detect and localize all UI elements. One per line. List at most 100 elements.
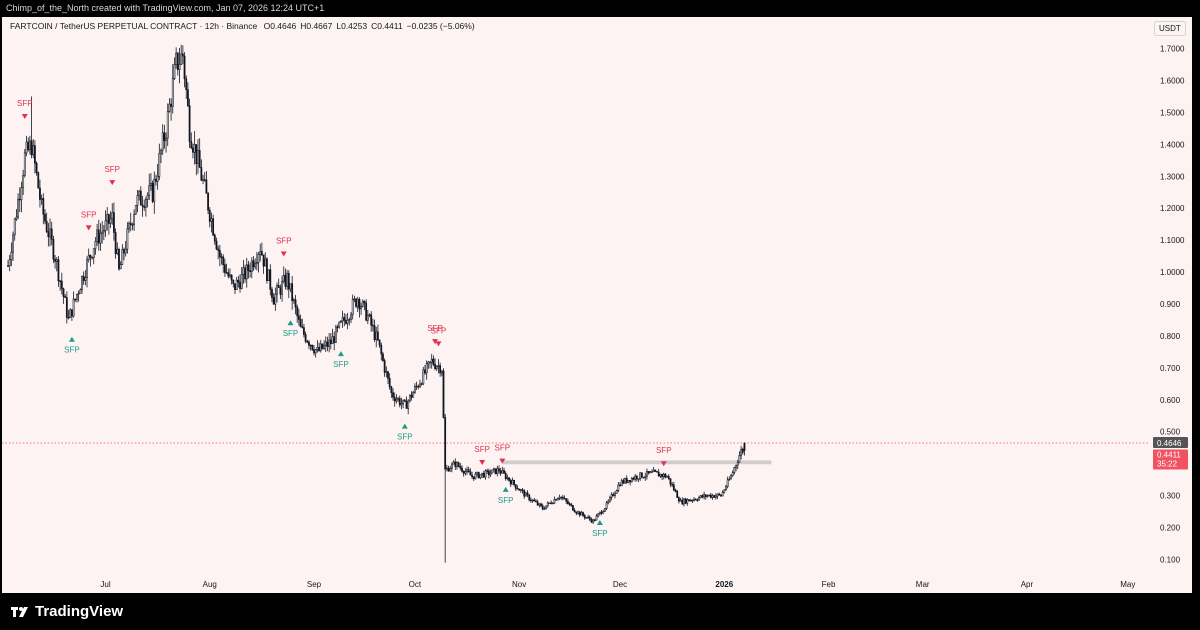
candle (556, 497, 559, 501)
candle (363, 300, 366, 311)
candle (731, 470, 734, 478)
candle-body (42, 198, 45, 215)
candle-body (580, 512, 583, 516)
candle (92, 248, 95, 265)
candle (101, 221, 104, 244)
candle-body (276, 284, 278, 295)
candle (269, 264, 272, 296)
candle-body (462, 470, 465, 474)
candle-body (530, 499, 532, 502)
candle-body (592, 519, 595, 523)
candle-body (282, 274, 285, 282)
sfp-down-arrow-icon (479, 459, 486, 465)
candle-body (124, 248, 127, 254)
candle-body (619, 484, 621, 487)
candle-body (573, 510, 576, 513)
candle-body (301, 326, 304, 328)
candle-body (681, 499, 684, 505)
candle-body (74, 298, 77, 301)
candle (178, 47, 181, 84)
candle-body (439, 365, 442, 374)
sfp-label: SFP (397, 433, 413, 442)
candle (30, 96, 33, 159)
candle (79, 288, 82, 294)
candle (521, 488, 524, 494)
candle-body (296, 306, 299, 317)
sfp-label: SFP (276, 236, 292, 245)
candle-body (338, 321, 341, 328)
candle (582, 511, 584, 517)
candle (506, 474, 509, 481)
candle-body (144, 199, 147, 208)
candle-body (456, 462, 458, 467)
chart-panel[interactable]: SFP SFP SFP SFP SFP SFP SFP SFP SFP SFP SFP SFP SFP S… (2, 17, 1192, 593)
candle (373, 319, 376, 342)
candle (578, 511, 581, 517)
candle-body (538, 503, 541, 506)
candle (225, 263, 228, 274)
candle (341, 310, 344, 328)
candle (479, 474, 482, 480)
candle-body (329, 339, 332, 345)
candle-body (57, 259, 60, 282)
candle-body (314, 349, 317, 354)
candle (277, 278, 280, 288)
price-tick-label: 1.4000 (1160, 140, 1185, 149)
candle (8, 254, 11, 272)
candle (202, 174, 204, 185)
candle-body (513, 480, 516, 485)
price-tick-label: 0.700 (1160, 364, 1181, 373)
candle (577, 510, 579, 515)
price-tick-label: 1.0000 (1160, 268, 1185, 277)
candle-body (203, 179, 206, 181)
candle-body (509, 480, 512, 485)
candle-body (360, 305, 362, 310)
candle (683, 497, 685, 507)
candle (398, 395, 401, 408)
candle-body (708, 494, 711, 497)
candle-body (489, 472, 492, 476)
candle-body (487, 470, 490, 476)
candle-body (657, 471, 660, 477)
candle (567, 498, 569, 505)
candle-body (87, 254, 90, 260)
candle-body (560, 496, 563, 499)
candle (175, 47, 178, 69)
candle (351, 294, 354, 320)
tradingview-brand[interactable]: TradingView (10, 603, 123, 620)
candle-body (725, 486, 727, 491)
time-tick-label: Aug (203, 580, 217, 589)
candle-body (269, 269, 272, 290)
candle-body (629, 479, 632, 483)
candle-body (449, 468, 452, 472)
candle-body (361, 300, 364, 307)
candle-body (740, 449, 742, 456)
candle-body (37, 172, 40, 189)
sfp-label: SFP (592, 529, 608, 538)
candle-body (113, 212, 115, 233)
candle (168, 98, 171, 113)
candle (345, 314, 347, 325)
candle (632, 476, 635, 481)
candle-body (417, 385, 420, 388)
candle (220, 253, 223, 265)
candle (146, 192, 149, 208)
candle (467, 466, 470, 473)
sfp-label: SFP (498, 496, 514, 505)
price-tick-label: 0.900 (1160, 300, 1181, 309)
currency-unit-badge[interactable]: USDT (1154, 21, 1186, 36)
candle (654, 469, 657, 473)
candle-body (245, 264, 248, 280)
candle (741, 447, 744, 455)
candle (620, 478, 623, 487)
candle (319, 339, 322, 353)
candle-body (358, 298, 361, 310)
candle (292, 297, 295, 304)
candle-body (106, 214, 109, 222)
candle-body (297, 315, 300, 320)
candle-body (266, 258, 268, 281)
candle-body (461, 467, 463, 472)
candle (25, 135, 28, 157)
candle (619, 482, 621, 487)
